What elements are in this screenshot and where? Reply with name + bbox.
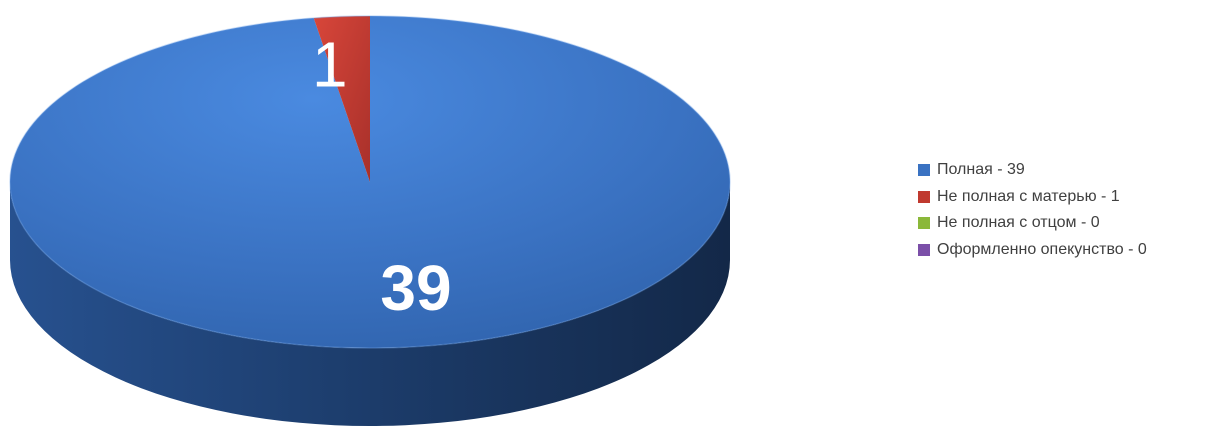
- legend-label: Не полная с матерью - 1: [937, 187, 1120, 205]
- legend-label: Не полная с отцом - 0: [937, 214, 1100, 232]
- legend-item-father: Не полная с отцом - 0: [918, 210, 1147, 237]
- legend-swatch: [918, 217, 930, 230]
- pie-side-wall: [10, 182, 730, 426]
- data-label-0: 39: [380, 252, 451, 324]
- legend-swatch: [918, 243, 930, 256]
- legend-item-guardianship: Оформленно опекунство - 0: [918, 237, 1147, 264]
- pie-slice-0: [9, 16, 730, 348]
- legend-item-full: Полная - 39: [918, 157, 1147, 184]
- legend-item-mother: Не полная с матерью - 1: [918, 184, 1147, 211]
- data-label-1: 1: [312, 29, 348, 101]
- pie-chart: 39 1: [9, 15, 731, 426]
- legend-label: Полная - 39: [937, 161, 1025, 179]
- pie-rim: [9, 15, 731, 349]
- legend: Полная - 39 Не полная с матерью - 1 Не п…: [918, 157, 1147, 263]
- legend-label: Оформленно опекунство - 0: [937, 240, 1147, 258]
- legend-swatch: [918, 190, 930, 203]
- pie-slice-1: [313, 16, 370, 182]
- legend-swatch: [918, 164, 930, 177]
